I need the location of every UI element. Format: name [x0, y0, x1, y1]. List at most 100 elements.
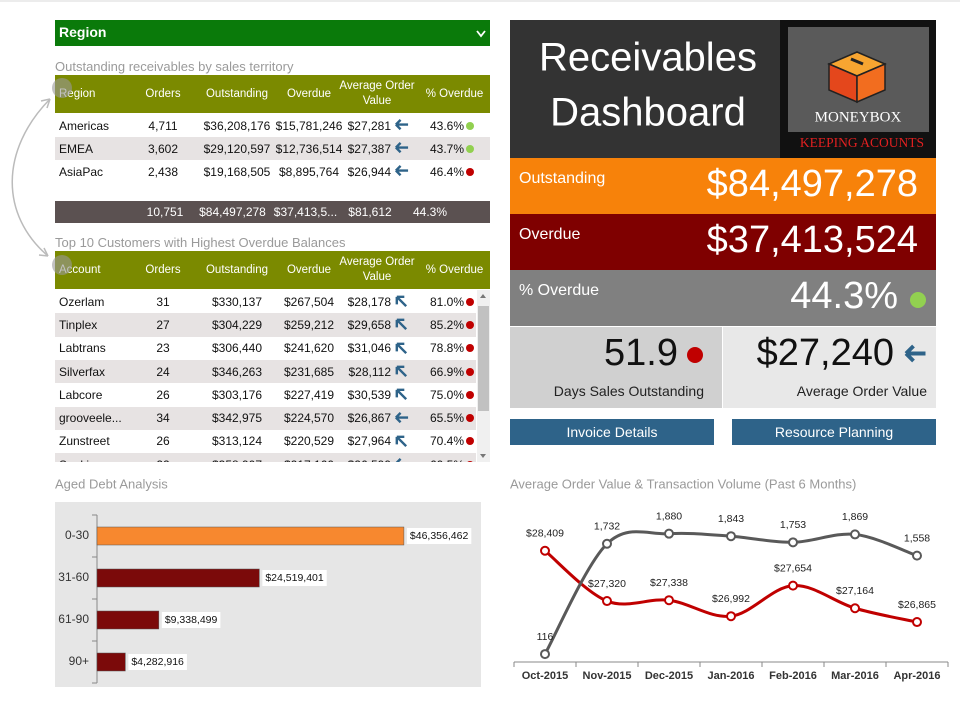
table-body: Americas 4,711 $36,208,176 $15,781,246 $27,2… [55, 114, 490, 183]
kpi-tile: $27,240 Average Order Value [723, 327, 936, 408]
category-label: 31-60 [58, 570, 89, 584]
trend-arrow [395, 342, 408, 354]
point-marker [912, 550, 922, 561]
section-title: Top 10 Customers with Highest Overdue Ba… [55, 235, 346, 250]
x-tick-label: Apr-2016 [893, 670, 940, 682]
arrow-path [395, 165, 409, 177]
table-row: Sonkix22$358,907$217,160$26,59960.5% [55, 453, 476, 462]
table-row: EMEA 3,602 $29,120,597 $12,736,514 $27,387 43… [55, 137, 490, 160]
label-box [161, 612, 221, 628]
chevron-path [476, 30, 486, 38]
point-marker [850, 529, 860, 540]
table-cell: Ozerlam [59, 294, 105, 309]
section-title: Outstanding receivables by sales territo… [55, 59, 294, 74]
table-cell: $259,212 [283, 317, 335, 332]
table-row: AsiaPac 2,438 $19,168,505 $8,895,764 $26,944… [55, 160, 490, 183]
table-cell: 4,711 [148, 118, 178, 133]
table-cell: $313,124 [211, 434, 263, 449]
value-label: $27,164 [836, 585, 874, 597]
dashboard-title: Receivables [539, 36, 757, 80]
table-cell: $29,120,597 [203, 141, 271, 156]
x-tick-label: Mar-2016 [831, 670, 879, 682]
table-header: Region Orders Outstanding Overdue Average Or… [55, 75, 490, 113]
value-label: $24,519,401 [265, 572, 324, 584]
arrow-path [395, 365, 408, 378]
table-cell: grooveele... [59, 411, 122, 426]
table-cell: $19,168,505 [203, 164, 271, 179]
status-dot [466, 414, 474, 423]
table-cell: $342,975 [211, 411, 263, 426]
category-label: 0-30 [65, 528, 89, 542]
table-cell: Labtrans [59, 341, 106, 356]
total-cell: 44.3% [412, 205, 448, 219]
table-header: Account Orders Outstanding Overdue Average O… [55, 251, 490, 289]
table-row: grooveele... 34 $342,975 $224,570 $26,867 65.… [55, 406, 476, 430]
value-label: 1,753 [780, 519, 806, 531]
dropdown-chevron[interactable] [475, 28, 487, 40]
kpi-label: % Overdue [519, 282, 600, 299]
table-cell: 26 [156, 387, 170, 402]
kpi-band: % Overdue 44.3% [510, 270, 936, 326]
table-cell: $220,529 [283, 434, 335, 449]
table-row: Tinplex 27 $304,229 $259,212 $29,658 85.2% [55, 313, 476, 337]
table-cell: $28,178 [347, 294, 391, 309]
kpi-value: $27,240 [756, 332, 894, 374]
value-label: 1,558 [904, 532, 930, 544]
value-label: 1,732 [594, 521, 620, 533]
status-dot [466, 344, 474, 353]
table-cell: Labcore [59, 387, 103, 402]
arrow-path [395, 411, 409, 423]
point-marker [912, 617, 922, 628]
kpi-tile: 51.9 Days Sales Outstanding [510, 327, 722, 408]
status-dot [466, 367, 474, 376]
status-dot [910, 292, 926, 308]
label-box [262, 570, 327, 586]
kpi-label: Outstanding [519, 170, 606, 187]
table-row: Zunstreet 26 $313,124 $220,529 $27,964 70.4% [55, 429, 476, 454]
header-cell: Average Order Value [339, 80, 415, 107]
table-cell: $241,620 [283, 341, 335, 356]
point-marker [788, 537, 798, 548]
table-cell: 60.5% [419, 453, 476, 462]
arrow-path [395, 119, 409, 131]
scroll-down[interactable] [480, 454, 486, 458]
arrow-path [395, 342, 408, 354]
arrow-path [395, 142, 409, 154]
action-button[interactable]: Resource Planning [732, 419, 936, 445]
scrollbar-thumb[interactable] [478, 306, 489, 411]
table-cell: $304,229 [211, 317, 263, 332]
point-marker [540, 649, 550, 660]
table-cell: 26 [156, 434, 170, 449]
table-cell: $224,570 [283, 411, 335, 426]
table-cell: 46.4% [429, 164, 464, 179]
header-cell: Region [59, 87, 96, 100]
value-label: 116 [537, 631, 554, 643]
label-box [406, 528, 472, 544]
chart-title: Aged Debt Analysis [55, 476, 168, 491]
table-row: Labtrans 23 $306,440 $241,620 $31,046 78.8% [55, 336, 476, 360]
category-label: 90+ [69, 654, 89, 668]
chart-title: Average Order Value & Transaction Volume… [510, 476, 856, 491]
table-cell: $27,964 [347, 434, 391, 449]
scroll-up[interactable] [480, 294, 486, 298]
action-button[interactable]: Invoice Details [510, 419, 714, 445]
region-dropdown[interactable]: Region [55, 20, 490, 46]
table-cell: $346,263 [211, 364, 263, 379]
total-cell: 10,751 [146, 205, 184, 219]
value-label: $27,338 [650, 577, 688, 589]
table-cell: $26,944 [347, 164, 391, 179]
x-tick-label: Feb-2016 [769, 670, 817, 682]
trend-arrow [904, 344, 926, 363]
kpi-value: 51.9 [604, 332, 678, 374]
header-cell: Outstanding [205, 87, 268, 100]
point-marker [540, 545, 550, 556]
table-cell: $306,440 [211, 341, 263, 356]
x-tick-label: Nov-2015 [583, 670, 632, 682]
table-cell: $30,539 [347, 387, 391, 402]
table-cell: Silverfax [59, 364, 106, 379]
value-label: $26,865 [898, 599, 936, 611]
arrow-path [395, 319, 408, 331]
logo-icon [827, 51, 887, 104]
